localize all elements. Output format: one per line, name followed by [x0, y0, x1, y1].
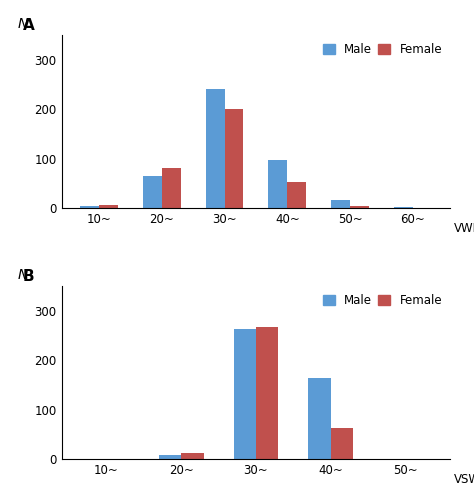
- Text: N: N: [18, 17, 28, 31]
- Bar: [143, 176, 162, 208]
- Text: VSWMC: VSWMC: [454, 473, 474, 486]
- Bar: [162, 169, 181, 208]
- Bar: [206, 89, 225, 208]
- Bar: [331, 200, 350, 208]
- Text: B: B: [23, 268, 35, 283]
- Bar: [287, 182, 306, 208]
- Bar: [268, 160, 287, 208]
- Bar: [234, 329, 256, 459]
- Bar: [350, 206, 369, 208]
- Bar: [225, 109, 244, 208]
- Bar: [308, 378, 331, 459]
- Bar: [99, 205, 118, 208]
- Bar: [256, 326, 278, 459]
- Legend: Male, Female: Male, Female: [320, 41, 445, 58]
- Legend: Male, Female: Male, Female: [320, 292, 445, 309]
- Bar: [159, 455, 181, 459]
- Text: A: A: [23, 17, 35, 32]
- Bar: [81, 206, 99, 208]
- Bar: [331, 429, 353, 459]
- Bar: [394, 207, 413, 208]
- Bar: [181, 453, 204, 459]
- Text: VWMC: VWMC: [454, 222, 474, 235]
- Text: N: N: [18, 268, 28, 282]
